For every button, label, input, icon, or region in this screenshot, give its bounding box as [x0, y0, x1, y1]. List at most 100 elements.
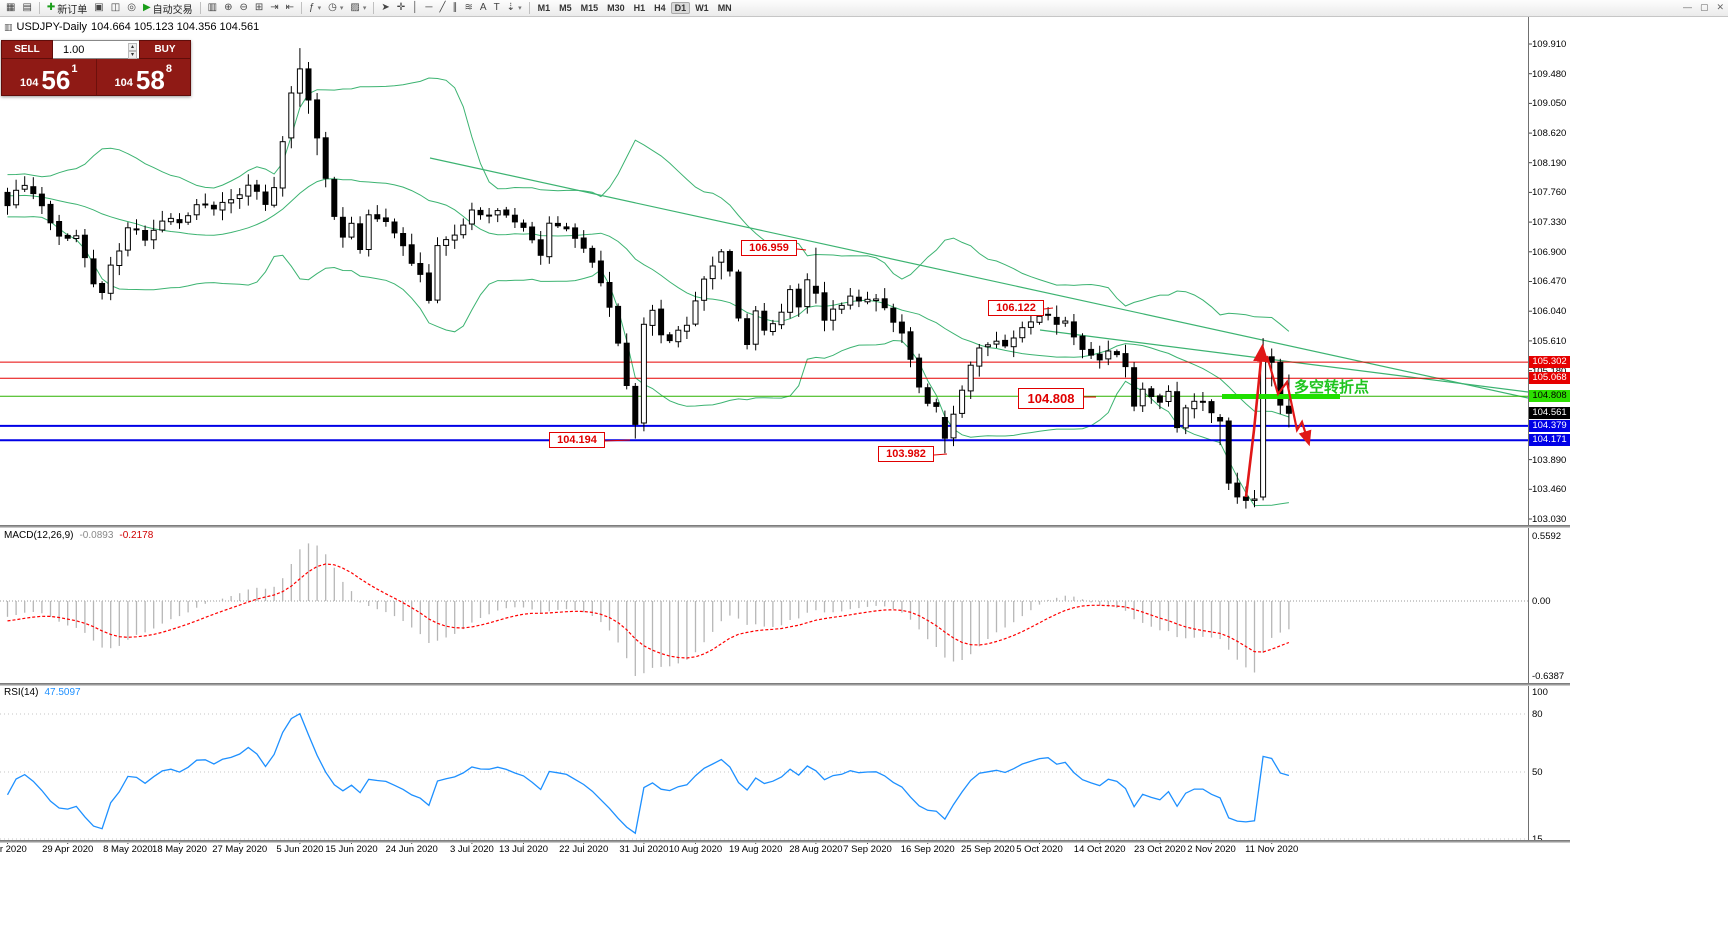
timeframe-h1-button[interactable]: H1 [633, 3, 646, 13]
price-tag: 104.379 [1529, 419, 1570, 432]
chevron-down-icon: ▾ [317, 5, 322, 12]
label-icon: T [493, 2, 500, 13]
arrows-button[interactable]: ⇣ ▾ [504, 1, 525, 16]
buy-button[interactable]: BUY [139, 40, 191, 59]
periods-button[interactable]: ◷ ▾ [325, 1, 346, 16]
tile-windows-icon: ⊞ [254, 2, 264, 13]
x-axis-label: 8 May 2020 [103, 844, 153, 855]
auto-scroll-button[interactable]: ⇥ [267, 1, 281, 16]
autotrading-icon: ▶ [142, 2, 151, 13]
price-callout-label[interactable]: 106.122 [988, 300, 1044, 316]
y-axis-label: 109.480 [1532, 68, 1567, 80]
x-axis-label: 14 Oct 2020 [1073, 844, 1126, 855]
buy-price-big: 58 [135, 64, 165, 95]
timeframe-h4-button[interactable]: H4 [654, 3, 666, 13]
new-chart-button[interactable]: ▦ [3, 1, 18, 16]
chevron-down-icon: ▾ [362, 5, 367, 12]
chart-list-button[interactable]: ▣ [91, 1, 106, 16]
y-axis-label: 106.900 [1532, 246, 1567, 258]
x-axis-label: 18 May 2020 [152, 844, 207, 855]
toolbar-divider [38, 2, 40, 14]
timeframe-w1-button[interactable]: W1 [695, 3, 709, 13]
chart-title: ▥ USDJPY-Daily 104.664 105.123 104.356 1… [4, 21, 259, 33]
rsi-axis-label: 100 [1532, 687, 1548, 698]
data-window-button[interactable]: ◫ [108, 1, 123, 16]
candlestick-view-button[interactable]: ▥ [205, 1, 220, 16]
chevron-down-icon: ▾ [339, 5, 344, 12]
minimize-button[interactable]: — [1682, 2, 1692, 12]
timeframe-m1-button[interactable]: M1 [537, 3, 551, 13]
timeframe-m15-button[interactable]: M15 [580, 3, 599, 13]
timeframe-d1-button[interactable]: D1 [670, 2, 691, 14]
fibonacci-icon: ≋ [464, 2, 473, 13]
label-button[interactable]: T [491, 1, 503, 16]
sell-price-pip: 1 [71, 63, 78, 75]
y-axis-label: 103.890 [1532, 454, 1567, 466]
panel-separator[interactable] [0, 840, 1570, 843]
chart-shift-button[interactable]: ⇤ [283, 1, 297, 16]
x-axis-label: 27 May 2020 [212, 844, 268, 855]
zoom-out-icon: ⊖ [239, 2, 248, 13]
price-callout-label[interactable]: 104.808 [1018, 388, 1084, 409]
indicators-icon: ƒ [309, 2, 315, 13]
templates-button[interactable]: ▨ ▾ [347, 1, 369, 16]
x-axis-label: 25 Sep 2020 [960, 844, 1015, 855]
price-callout-label[interactable]: 103.982 [878, 446, 934, 462]
close-button[interactable]: ✕ [1716, 2, 1724, 12]
zoom-in-button[interactable]: ⊕ [221, 1, 235, 16]
y-axis-label: 109.910 [1532, 39, 1567, 50]
chart-shift-icon: ⇤ [285, 2, 295, 13]
profiles-button[interactable]: ▤ [19, 1, 34, 16]
buy-price-button[interactable]: 104 58 8 [97, 59, 191, 95]
x-axis-label: 19 Aug 2020 [729, 844, 783, 855]
window-controls: — ▢ ✕ [1683, 2, 1724, 13]
volume-down-button[interactable]: ▾ [127, 51, 137, 59]
cursor-button[interactable]: ➤ [378, 1, 392, 16]
price-tag: 104.808 [1529, 390, 1570, 403]
data-window-icon: ◫ [110, 2, 121, 13]
vertical-line-button[interactable]: │ [409, 1, 421, 16]
bull-bear-turning-point-label[interactable]: 多空转折点 [1294, 379, 1370, 396]
cursor-icon: ➤ [381, 2, 390, 13]
zoom-out-button[interactable]: ⊖ [236, 1, 250, 16]
restore-button[interactable]: ▢ [1699, 2, 1709, 12]
y-axis-label: 106.470 [1532, 276, 1567, 288]
x-axis-label: 5 Oct 2020 [1016, 844, 1063, 855]
crosshair-button[interactable]: ✛ [394, 1, 408, 16]
volume-input[interactable]: 1.00 ▴ ▾ [53, 40, 139, 59]
refresh-button[interactable]: ◎ [124, 1, 139, 16]
new-order-icon: ✚ [46, 2, 56, 13]
profiles-icon: ▤ [22, 2, 32, 13]
volume-value: 1.00 [63, 43, 85, 56]
timeframe-m30-button[interactable]: M30 [607, 3, 625, 13]
price-callout-label[interactable]: 104.194 [549, 432, 605, 448]
panel-separator[interactable] [0, 683, 1570, 686]
rsi-axis-label: 80 [1532, 709, 1543, 720]
rsi-axis-label: 15 [1532, 834, 1543, 845]
horizontal-line-button[interactable]: ─ [422, 1, 435, 16]
timeframe-m5-button[interactable]: M5 [559, 3, 572, 13]
trendline-icon: ╱ [439, 2, 446, 13]
panel-separator[interactable] [0, 525, 1570, 528]
price-callout-label[interactable]: 106.959 [741, 240, 797, 256]
sell-button[interactable]: SELL [1, 40, 53, 59]
y-axis-label: 106.040 [1532, 306, 1567, 318]
periods-icon: ◷ [328, 2, 337, 13]
sell-price-button[interactable]: 104 56 1 [2, 59, 97, 95]
x-axis-label: 22 Jul 2020 [559, 844, 609, 855]
autotrading-button[interactable]: ▶ 自动交易 [140, 1, 196, 16]
new-order-button[interactable]: ✚ 新订单 [44, 1, 90, 16]
trendline-button[interactable]: ╱ [436, 1, 448, 16]
one-click-trading-panel: SELL 1.00 ▴ ▾ BUY 104 56 1 104 58 8 [1, 40, 191, 96]
volume-up-button[interactable]: ▴ [127, 43, 137, 51]
channel-button[interactable]: ∥ [450, 1, 461, 16]
tile-windows-button[interactable]: ⊞ [252, 1, 266, 16]
price-tag: 104.561 [1529, 407, 1570, 420]
x-axis-label: 28 Aug 2020 [789, 844, 843, 855]
crosshair-icon: ✛ [396, 2, 406, 13]
timeframe-mn-button[interactable]: MN [717, 3, 732, 13]
text-button[interactable]: A [477, 1, 490, 16]
indicators-button[interactable]: ƒ ▾ [306, 1, 324, 16]
fibonacci-button[interactable]: ≋ [462, 1, 476, 16]
